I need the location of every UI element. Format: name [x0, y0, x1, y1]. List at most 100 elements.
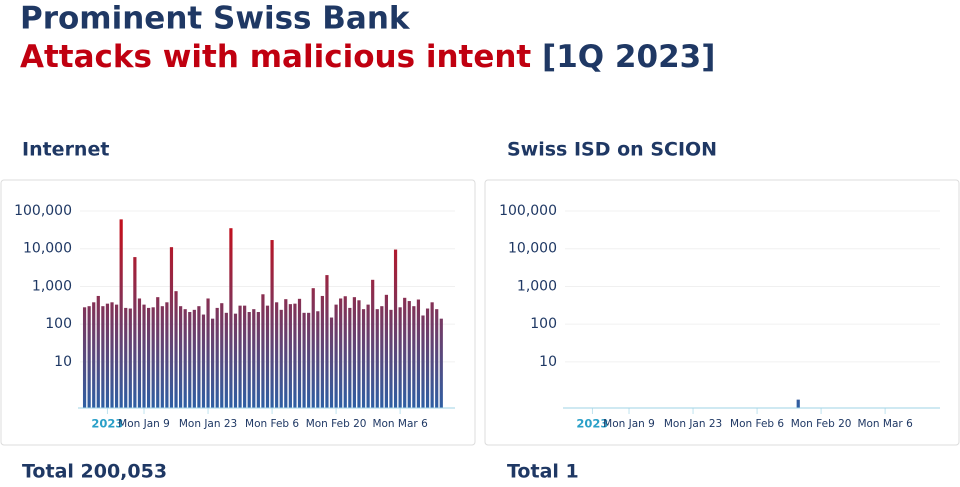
bar — [288, 304, 292, 408]
bar — [403, 297, 407, 408]
bar — [352, 297, 356, 408]
x-tick-label: 2023 — [576, 417, 608, 431]
bar — [119, 219, 123, 408]
y-tick-label: 1,000 — [517, 278, 557, 294]
bar — [124, 307, 128, 408]
bar — [380, 306, 384, 408]
x-tick-label: Mon Jan 9 — [603, 418, 655, 430]
bar — [384, 294, 389, 408]
bar — [329, 317, 334, 408]
bar — [297, 298, 302, 408]
bar — [412, 306, 416, 408]
bar — [435, 309, 439, 408]
bar — [220, 303, 224, 408]
bar — [265, 305, 270, 408]
bar — [169, 247, 174, 408]
bar — [293, 303, 297, 408]
total: Total 200,053 — [22, 461, 167, 483]
bar — [96, 295, 100, 408]
y-tick-label: 100,000 — [499, 203, 557, 219]
bar — [407, 301, 411, 408]
y-tick-label: 10,000 — [23, 241, 72, 257]
bar — [179, 306, 183, 408]
bar — [320, 295, 324, 408]
bar — [439, 318, 443, 408]
bar — [243, 305, 247, 408]
x-tick-label: Mon Jan 23 — [664, 418, 722, 430]
bar — [334, 304, 338, 408]
bar — [393, 249, 398, 408]
bar — [201, 314, 206, 408]
bar — [796, 399, 800, 408]
bar — [430, 302, 434, 408]
bar — [270, 240, 274, 408]
panel-title: Internet — [22, 139, 109, 161]
bar — [156, 297, 160, 408]
bar — [206, 298, 210, 408]
y-tick-label: 1,000 — [32, 278, 72, 294]
bar — [211, 318, 215, 408]
bar — [110, 302, 114, 408]
bar — [307, 312, 311, 408]
bar — [325, 275, 329, 408]
bar — [252, 309, 256, 408]
bar — [101, 306, 105, 408]
bar — [366, 304, 370, 408]
bar — [165, 302, 169, 408]
bar — [114, 304, 119, 408]
bar — [425, 308, 430, 408]
x-tick-label: Mon Feb 20 — [306, 418, 367, 430]
bar — [82, 307, 87, 408]
bar — [238, 305, 242, 408]
panel — [484, 179, 960, 446]
y-tick-label: 100,000 — [14, 203, 72, 219]
bar — [188, 312, 192, 408]
bar — [174, 291, 178, 408]
bar — [183, 309, 187, 408]
bar — [279, 309, 283, 408]
bar — [416, 299, 421, 408]
bar — [137, 298, 142, 408]
bar — [92, 302, 96, 408]
bar — [128, 308, 132, 408]
bar — [247, 312, 251, 408]
slide-title: Prominent Swiss Bank — [20, 1, 411, 37]
x-tick-label: Mon Jan 9 — [118, 418, 170, 430]
bar — [421, 315, 425, 408]
x-tick-label: Mon Jan 23 — [179, 418, 237, 430]
x-tick-label: Mon Mar 6 — [857, 418, 913, 430]
bar — [343, 296, 347, 408]
bar — [311, 288, 315, 408]
bar — [389, 309, 393, 408]
bar — [142, 304, 146, 408]
y-tick-label: 100 — [45, 316, 72, 332]
period: [1Q 2023] — [542, 39, 715, 75]
bar — [192, 309, 196, 408]
bar — [339, 298, 343, 408]
bar — [87, 306, 91, 408]
bar — [224, 312, 228, 408]
x-tick-label: 2023 — [91, 417, 123, 431]
bar — [233, 313, 238, 408]
y-tick-label: 100 — [530, 316, 557, 332]
bar — [357, 300, 361, 408]
x-tick-label: Mon Feb 20 — [791, 418, 852, 430]
bar — [160, 306, 164, 408]
bar — [133, 257, 137, 408]
y-tick-label: 10 — [539, 354, 557, 370]
bar — [229, 228, 233, 408]
panel-title: Swiss ISD on SCION — [507, 139, 717, 161]
bar — [316, 311, 320, 408]
bar — [371, 279, 375, 408]
bar — [197, 306, 201, 408]
bar — [375, 309, 379, 408]
total: Total 1 — [507, 461, 579, 483]
y-tick-label: 10 — [54, 354, 72, 370]
bar — [256, 312, 260, 408]
bar — [302, 312, 306, 408]
bar — [215, 307, 219, 408]
bar — [146, 307, 151, 408]
x-tick-label: Mon Mar 6 — [372, 418, 428, 430]
bar — [398, 307, 402, 408]
